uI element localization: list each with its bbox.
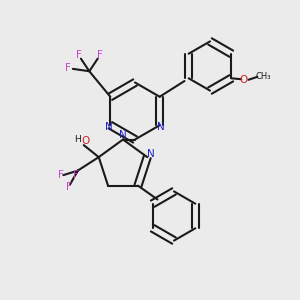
Text: F: F: [65, 63, 71, 73]
Text: O: O: [239, 75, 248, 85]
Text: O: O: [81, 136, 89, 146]
Text: N: N: [147, 149, 155, 159]
Text: F: F: [66, 182, 72, 192]
Text: F: F: [73, 170, 79, 180]
Text: H: H: [74, 135, 81, 144]
Text: N: N: [105, 122, 113, 132]
Text: N: N: [119, 130, 127, 140]
Text: F: F: [97, 50, 103, 60]
Text: F: F: [76, 50, 82, 60]
Text: F: F: [58, 170, 64, 180]
Text: N: N: [157, 122, 165, 132]
Text: CH₃: CH₃: [256, 72, 271, 81]
